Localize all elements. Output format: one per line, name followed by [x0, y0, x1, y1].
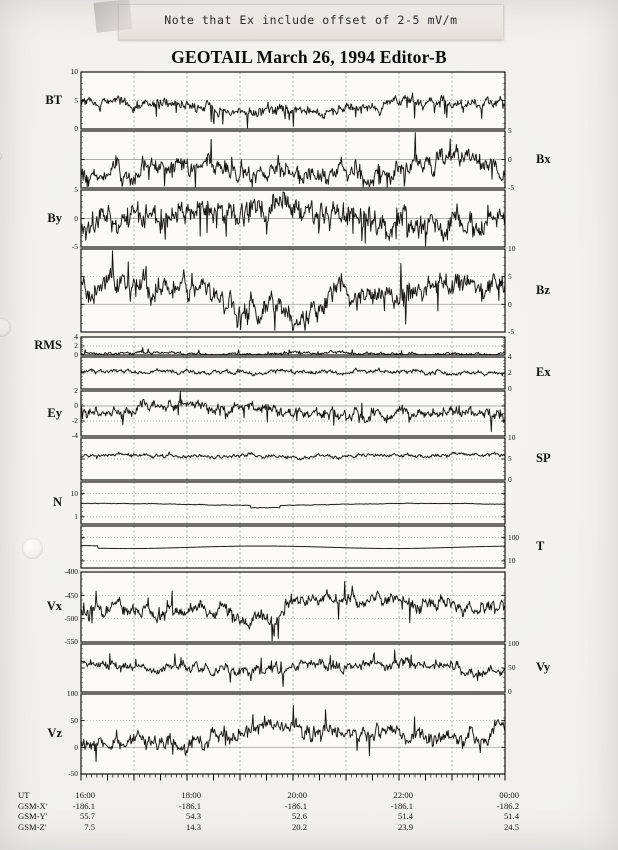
panel-vz	[80, 693, 506, 775]
axis-row-label: GSM-Z'	[18, 821, 47, 832]
axis-cell-gsm_z: 20.2	[291, 821, 307, 832]
hole-punch-mid	[0, 152, 2, 160]
panel-background	[81, 482, 505, 524]
page-title: GEOTAIL March 26, 1994 Editor-B	[171, 47, 447, 67]
data-trace-bx	[80, 132, 506, 188]
axis-cell-gsm_z: 23.9	[397, 821, 413, 832]
axis-cell-gsm_z: 24.5	[503, 821, 519, 832]
data-trace-sp	[80, 451, 506, 461]
axis-row-label: GSM-Y'	[18, 811, 48, 821]
scan-footnote	[608, 841, 610, 846]
axis-cell-gsm_x: -186.1	[178, 800, 201, 811]
axis-cell-ut: 00:00	[499, 790, 519, 800]
panel-background	[81, 438, 505, 480]
panel-ey	[80, 390, 506, 437]
panel-vx	[80, 571, 506, 643]
axis-cell-gsm_y: 55.7	[79, 811, 95, 821]
axis-cell-gsm_z: 14.3	[185, 821, 201, 832]
sticky-note: Note that Ex include offset of 2-5 mV/m	[93, 0, 504, 40]
data-trace-bz	[80, 250, 506, 331]
panel-background	[81, 526, 505, 568]
axis-row-label: GSM-X'	[18, 800, 48, 811]
data-trace-t	[80, 545, 506, 549]
axis-cell-gsm_x: -186.1	[390, 800, 413, 811]
panel-by	[80, 189, 506, 248]
data-trace-n	[80, 502, 506, 509]
time-axis	[80, 773, 506, 781]
axis-cell-gsm_x: -186.1	[72, 800, 95, 811]
panel-sp	[80, 437, 506, 481]
axis-cell-gsm_y: 52.6	[291, 811, 307, 821]
data-trace-vy	[80, 649, 506, 687]
axis-cell-gsm_z: 7.5	[84, 821, 95, 832]
panel-rms	[80, 336, 506, 356]
panel-bt	[80, 71, 506, 130]
axis-cell-ut: 20:00	[287, 790, 307, 800]
hole-punch-bottom	[22, 538, 43, 559]
panel-t	[80, 525, 506, 569]
axis-cell-ut: 22:00	[393, 790, 413, 800]
axis-cell-ut: 18:00	[181, 790, 201, 800]
axis-cell-gsm_y: 51.4	[503, 811, 519, 821]
panel-ex	[80, 356, 506, 390]
hole-punch-top	[0, 318, 11, 337]
data-trace-vz	[80, 705, 506, 762]
panel-bx	[80, 130, 506, 189]
data-trace-bt	[80, 92, 506, 129]
data-trace-ey	[80, 391, 506, 433]
data-trace-ex	[80, 367, 506, 377]
data-trace-by	[80, 191, 506, 247]
sticky-note-text: Note that Ex include offset of 2-5 mV/m	[164, 13, 458, 27]
data-trace-vx	[80, 581, 506, 642]
axis-cell-gsm_y: 54.3	[185, 811, 201, 821]
axis-cell-gsm_x: -186.1	[284, 800, 307, 811]
panel-n	[80, 481, 506, 525]
panel-vy	[80, 643, 506, 693]
axis-cell-gsm_x: -186.2	[496, 800, 519, 811]
axis-row-label: UT	[18, 790, 30, 800]
axis-cell-gsm_y: 51.4	[397, 811, 413, 821]
panel-bz	[80, 248, 506, 333]
axis-cell-ut: 16:00	[75, 790, 95, 800]
